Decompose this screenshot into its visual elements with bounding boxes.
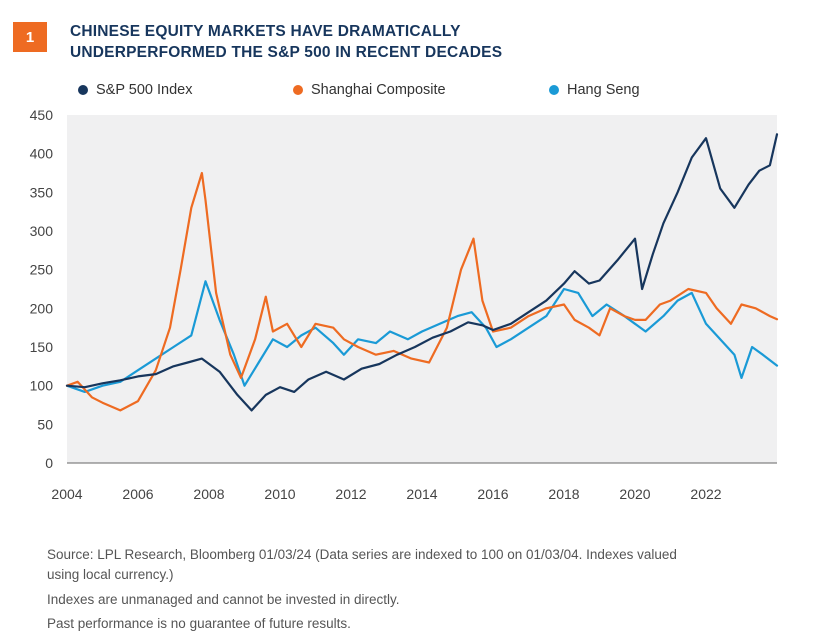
chart-legend: S&P 500 Index Shanghai Composite Hang Se… <box>0 82 835 106</box>
y-tick-label: 0 <box>45 455 53 471</box>
y-tick-label: 50 <box>37 416 53 432</box>
legend-item-hangseng: Hang Seng <box>549 82 640 98</box>
y-tick-label: 350 <box>30 184 54 200</box>
x-tick-label: 2018 <box>548 486 579 502</box>
x-tick-label: 2008 <box>193 486 224 502</box>
y-tick-label: 150 <box>30 339 54 355</box>
legend-marker-shanghai <box>293 85 303 95</box>
shanghai-composite-line <box>65 171 779 412</box>
chart-title-line-2: UNDERPERFORMED THE S&P 500 IN RECENT DEC… <box>70 44 503 61</box>
y-tick-label: 400 <box>30 146 54 162</box>
x-tick-label: 2022 <box>690 486 721 502</box>
disclaimer-past-performance: Past performance is no guarantee of futu… <box>47 616 351 631</box>
y-tick-label: 250 <box>30 262 54 278</box>
y-tick-label: 300 <box>30 223 54 239</box>
x-tick-label: 2020 <box>619 486 650 502</box>
legend-label-shanghai: Shanghai Composite <box>311 82 446 98</box>
y-tick-label: 200 <box>30 300 54 316</box>
x-tick-label: 2016 <box>477 486 508 502</box>
x-tick-label: 2014 <box>406 486 437 502</box>
plot-area <box>67 115 777 463</box>
hang-seng-line <box>65 280 779 393</box>
disclaimer-unmanaged: Indexes are unmanaged and cannot be inve… <box>47 592 400 607</box>
chart-footnotes: Source: LPL Research, Bloomberg 01/03/24… <box>47 545 677 634</box>
y-tick-label: 100 <box>30 378 54 394</box>
figure-number-badge: 1 <box>13 22 47 52</box>
x-tick-label: 2010 <box>264 486 295 502</box>
x-tick-label: 2012 <box>335 486 366 502</box>
chart-title-line-1: CHINESE EQUITY MARKETS HAVE DRAMATICALLY <box>70 23 461 40</box>
legend-label-hangseng: Hang Seng <box>567 82 640 98</box>
y-tick-label: 450 <box>30 107 54 123</box>
legend-item-sp500: S&P 500 Index <box>78 82 192 98</box>
x-tick-label: 2004 <box>51 486 82 502</box>
sp500-line <box>65 133 779 412</box>
source-note-line-2: using local currency.) <box>47 567 174 582</box>
legend-marker-sp500 <box>78 85 88 95</box>
line-chart: 0 50 100 150 200 250 300 350 400 450 2004 2006 2008 2… <box>30 107 779 502</box>
legend-label-sp500: S&P 500 Index <box>96 82 193 98</box>
chart-title: CHINESE EQUITY MARKETS HAVE DRAMATICALLY… <box>70 21 502 63</box>
legend-marker-hangseng <box>549 85 559 95</box>
source-note-line-1: Source: LPL Research, Bloomberg 01/03/24… <box>47 547 677 562</box>
x-tick-label: 2006 <box>122 486 153 502</box>
legend-item-shanghai: Shanghai Composite <box>293 82 446 98</box>
